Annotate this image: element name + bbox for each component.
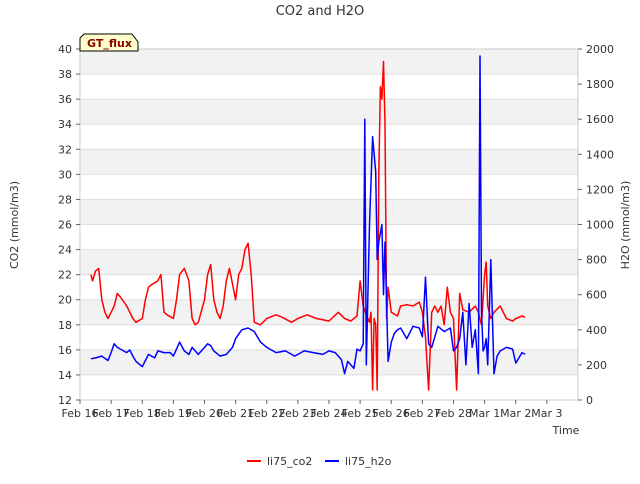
y-right-tick-label: 2000 [586,43,614,56]
x-tick-label: Feb 20 [186,407,223,420]
x-tick-label: Feb 27 [404,407,441,420]
site-badge-box [79,33,139,52]
series-line-li75-co2 [90,60,526,391]
y-right-tick-label: 0 [586,394,593,407]
x-axis-label: Time [552,424,580,437]
y-axis-right-label: H2O (mmol/m3) [619,181,632,270]
legend: li75_co2 li75_h2o [247,455,392,468]
y-left-tick-label: 18 [58,319,72,332]
grid-bands [80,49,578,375]
y-right-tick-label: 600 [586,289,607,302]
y-left-tick-label: 28 [58,193,72,206]
x-tick-label: Feb 21 [217,407,254,420]
y-left-tick-label: 24 [58,244,72,257]
x-tick-label: Mar 2 [500,407,531,420]
y-axis-left-label: CO2 (mmol/m3) [8,181,21,269]
y-right-tick-label: 1600 [586,113,614,126]
chart-title: CO2 and H2O [276,4,365,19]
y-right-tick-label: 400 [586,324,607,337]
x-tick-label: Feb 17 [93,407,130,420]
x-tick-label: Mar 3 [531,407,562,420]
y-left-tick-label: 12 [58,394,72,407]
y-left-tick-label: 32 [58,143,72,156]
y-left-tick-label: 36 [58,93,72,106]
y-left-tick-label: 14 [58,369,72,382]
grid-band [80,99,578,125]
y-right-tick-label: 1400 [586,148,614,161]
x-tick-label: Feb 16 [62,407,99,420]
y-right-tick-label: 200 [586,359,607,372]
y-left-tick-label: 16 [58,344,72,357]
grid-band [80,199,578,225]
x-tick-label: Feb 26 [373,407,410,420]
y-right-tick-label: 1000 [586,219,614,232]
x-tick-label: Feb 25 [342,407,379,420]
x-tick-label: Mar 1 [469,407,500,420]
x-tick-label: Feb 19 [155,407,192,420]
grid-band [80,149,578,175]
y-left-tick-label: 26 [58,219,72,232]
y-left-tick-label: 30 [58,168,72,181]
legend-label-co2: li75_co2 [267,455,312,468]
x-tick-label: Feb 23 [279,407,316,420]
x-tick-label: Feb 24 [311,407,348,420]
y-right-tick-label: 1200 [586,183,614,196]
grid-band [80,49,578,75]
grid-band [80,349,578,375]
series-layer [90,55,526,391]
site-badge: GT_flux [79,33,139,52]
series-line-li75-h2o [90,55,526,375]
site-badge-text: GT_flux [87,37,132,50]
x-tick-label: Feb 22 [248,407,285,420]
y-left-tick-label: 38 [58,68,72,81]
x-tick-label: Feb 28 [435,407,472,420]
y-left-tick-label: 22 [58,269,72,282]
legend-label-h2o: li75_h2o [345,455,392,468]
y-left-tick-label: 34 [58,118,72,131]
y-right-tick-label: 800 [586,254,607,267]
x-tick-label: Feb 18 [124,407,161,420]
grid-band [80,249,578,275]
axis-layer: 1214161820222426283032343638400200400600… [58,43,614,420]
y-left-tick-label: 40 [58,43,72,56]
y-left-tick-label: 20 [58,294,72,307]
y-right-tick-label: 1800 [586,78,614,91]
